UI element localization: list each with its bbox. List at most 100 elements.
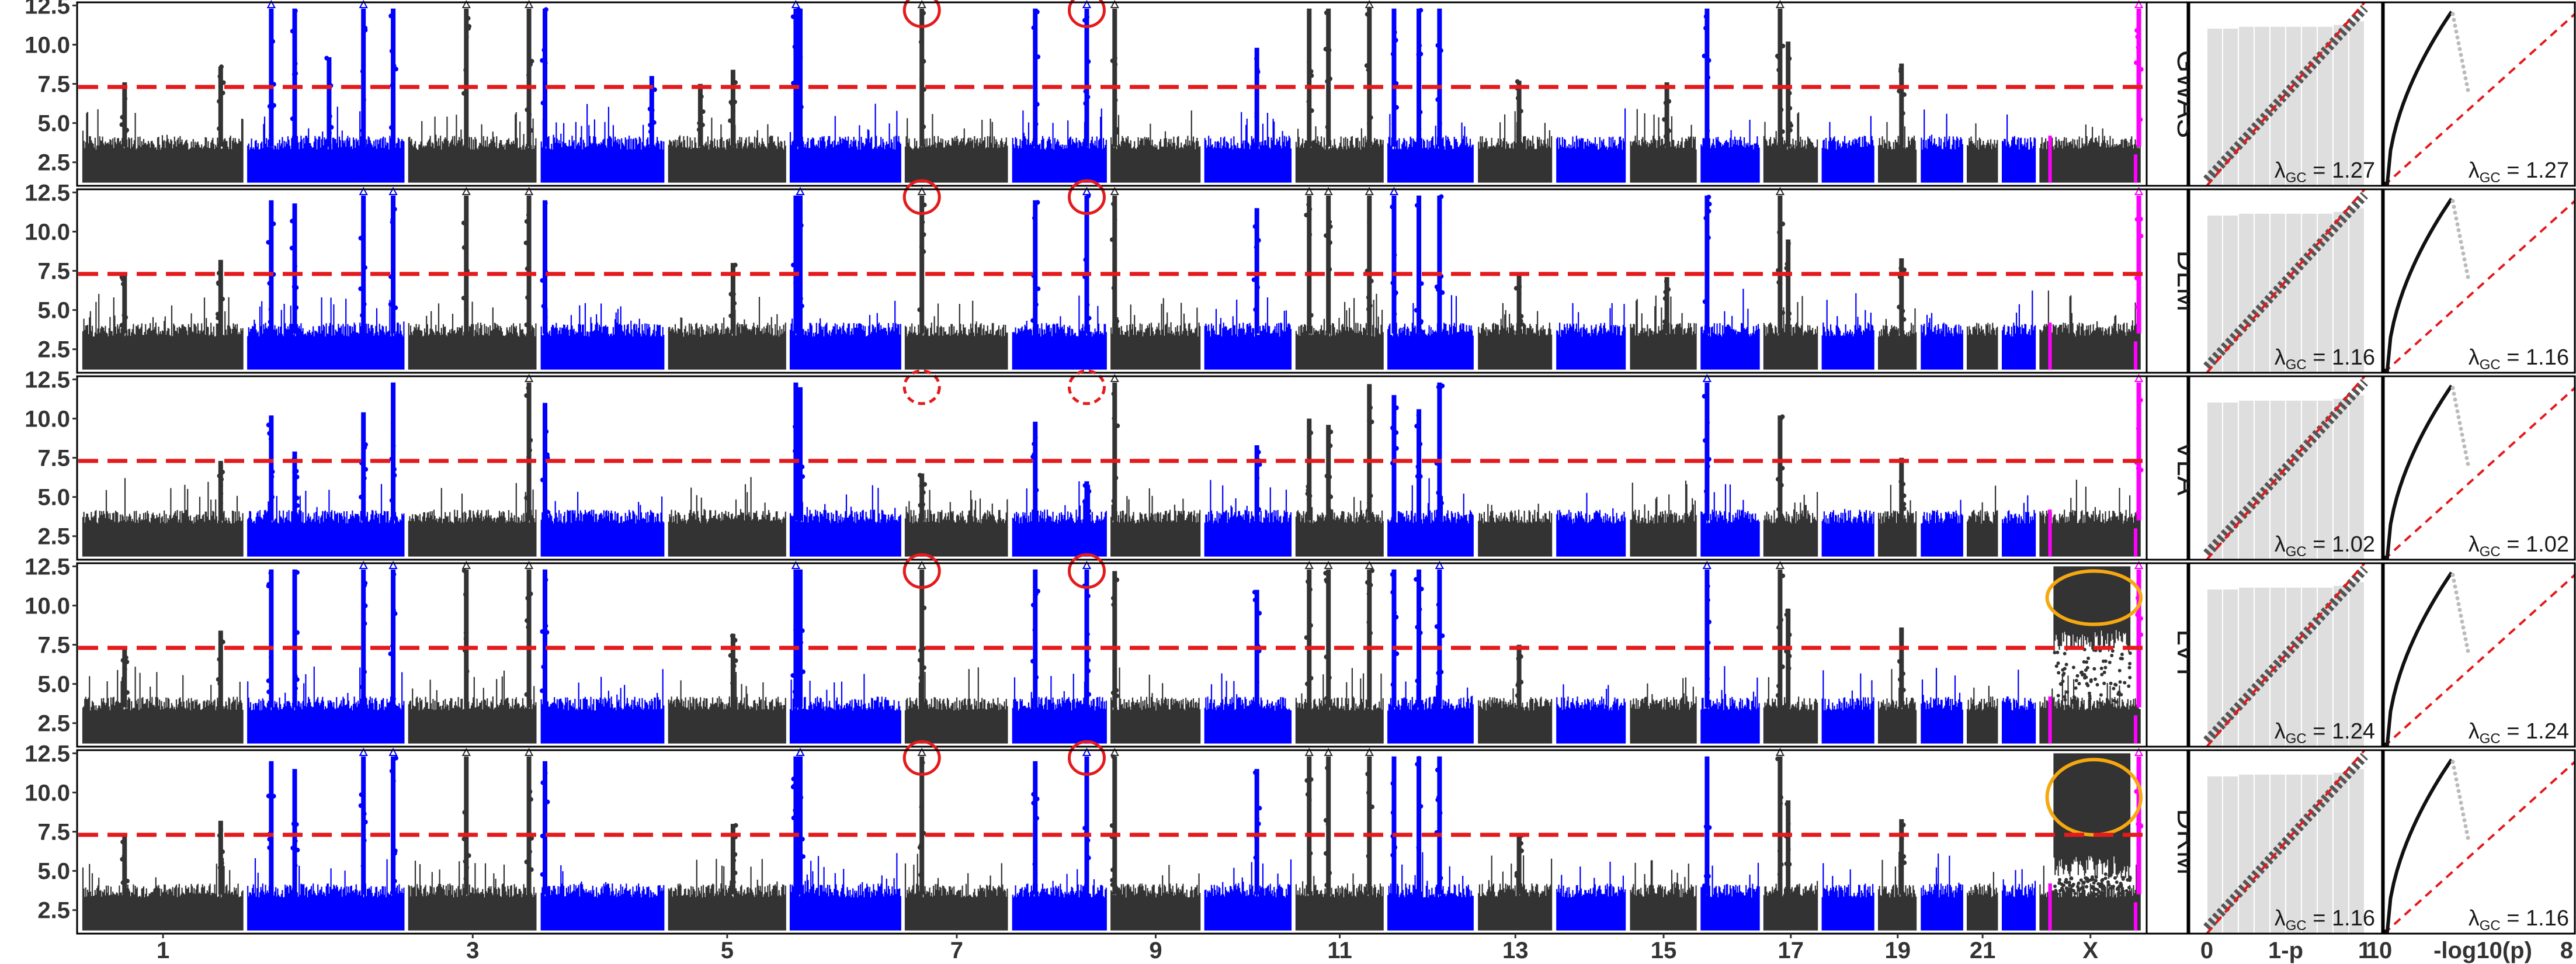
snp-point <box>1435 97 1440 102</box>
snp-point <box>1390 572 1395 577</box>
y-tick-label: 5.0 <box>37 859 70 885</box>
peak-chr11 <box>1304 186 1314 334</box>
chromosome-16-points <box>1700 862 1760 931</box>
snp-point <box>215 311 220 317</box>
snp-point <box>1663 134 1668 139</box>
peak-column <box>1033 569 1038 708</box>
snp-baseline <box>1478 111 1553 183</box>
histogram-border <box>2188 749 2383 935</box>
chromosome-3-points <box>408 483 537 557</box>
chromosome-6-points <box>789 674 901 744</box>
chromosome-14-points <box>1556 684 1626 744</box>
snp-point <box>2060 704 2064 708</box>
snp-baseline <box>1387 478 1474 557</box>
snp-point <box>393 611 398 616</box>
snp-point <box>1031 25 1036 30</box>
snp-point <box>358 803 363 808</box>
snp-point <box>1440 633 1445 639</box>
snp-baseline <box>1967 323 1998 370</box>
capped-triangle-marker <box>1082 186 1092 196</box>
snp-point <box>1418 442 1423 446</box>
peak-column <box>122 646 127 708</box>
snp-point <box>1257 806 1262 811</box>
snp-point <box>363 603 368 608</box>
snp-baseline <box>2039 480 2141 557</box>
snp-point <box>1518 109 1523 114</box>
snp-point <box>1306 99 1311 104</box>
snp-point <box>1417 43 1422 48</box>
snp-baseline <box>1921 109 1963 183</box>
snp-point <box>1251 277 1256 282</box>
chromosome-21-points <box>1967 323 1998 370</box>
snp-point <box>1390 852 1395 858</box>
peak-column <box>1417 569 1422 708</box>
snp-point <box>461 91 467 96</box>
snp-point <box>362 838 367 843</box>
snp-point <box>526 213 531 217</box>
chromosome-16-points <box>1700 666 1760 744</box>
peak-chr12 <box>1414 195 1424 334</box>
capped-triangle-marker <box>1082 560 1092 570</box>
snp-baseline <box>408 483 537 557</box>
snp-point <box>1031 792 1036 797</box>
peak-chr19 <box>1897 63 1907 147</box>
peak-column <box>1084 569 1089 708</box>
snp-baseline <box>1630 677 1697 744</box>
manhattan-plot <box>78 740 2145 931</box>
snp-baseline <box>668 297 786 370</box>
snp-point <box>268 436 273 442</box>
peak-column <box>1516 644 1522 708</box>
chromosome-2-points <box>247 106 405 183</box>
peak-column <box>1112 382 1117 521</box>
chromosome-19-points <box>1878 669 1917 744</box>
snp-point <box>2112 699 2116 703</box>
snp-point <box>1415 474 1420 479</box>
snp-point <box>920 760 925 765</box>
histogram-bar <box>2222 214 2239 373</box>
peak-column <box>361 195 366 334</box>
x-par-segment <box>2048 509 2052 557</box>
snp-point <box>2074 678 2078 682</box>
snp-point <box>2116 692 2120 696</box>
diagonal-reference <box>2206 375 2366 561</box>
snp-point <box>1036 54 1041 60</box>
qq-point <box>2453 397 2457 402</box>
peak-column <box>269 415 274 521</box>
snp-point <box>290 29 295 34</box>
snp-point <box>793 256 799 262</box>
qq-point <box>2453 210 2457 215</box>
snp-baseline <box>1700 862 1760 931</box>
snp-point <box>1111 602 1116 608</box>
snp-point <box>327 106 332 111</box>
snp-point <box>2136 841 2141 847</box>
snp-point <box>921 831 926 836</box>
snp-point <box>1324 696 1329 701</box>
qq-point <box>2461 438 2466 443</box>
peak-column <box>1777 756 1783 894</box>
chromosome-label: X <box>2082 938 2098 963</box>
snp-baseline <box>82 109 244 183</box>
peak-column <box>391 382 396 521</box>
peak-chr8 <box>1068 553 1106 708</box>
snp-point <box>1085 15 1090 20</box>
snp-point <box>2138 217 2143 221</box>
snp-point <box>1254 56 1259 61</box>
snp-point <box>1304 778 1310 783</box>
lambda-gc-label: λGC = 1.02 <box>2469 532 2569 560</box>
snp-point <box>794 104 799 109</box>
snp-point <box>362 670 367 675</box>
snp-point <box>1307 879 1312 885</box>
chromosome-21-points <box>1967 872 1998 931</box>
snp-baseline <box>1204 112 1292 183</box>
snp-point <box>2123 681 2127 685</box>
snp-point <box>1327 267 1332 272</box>
snp-point <box>1515 96 1520 100</box>
snp-point <box>919 40 924 44</box>
peak-chr2 <box>388 8 398 147</box>
snp-point <box>218 501 224 506</box>
chromosome-10-points <box>1204 112 1292 183</box>
chromosome-4-points <box>540 303 665 370</box>
peak-column <box>269 200 274 334</box>
peak-column <box>1033 200 1038 334</box>
